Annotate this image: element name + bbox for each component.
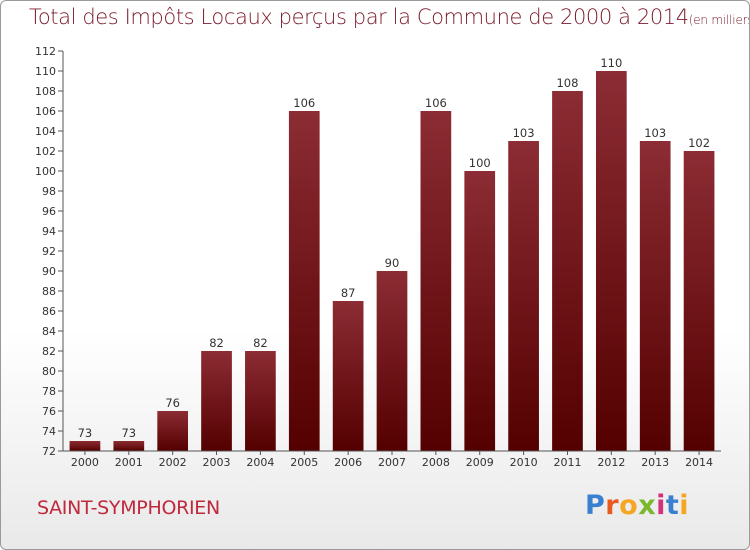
- y-tick-label: 104: [35, 125, 56, 138]
- data-label: 90: [385, 256, 400, 270]
- y-tick-label: 96: [42, 205, 56, 218]
- logo-letter: o: [619, 490, 639, 521]
- y-tick-label: 108: [35, 85, 56, 98]
- logo-letter: x: [638, 490, 657, 521]
- bar: [464, 171, 496, 451]
- y-tick-label: 74: [42, 425, 56, 438]
- proxiti-logo[interactable]: Proxiti: [585, 490, 689, 521]
- y-tick-label: 76: [42, 405, 56, 418]
- bar: [201, 351, 232, 451]
- chart-title-unit: (en milliers d'€): [688, 13, 750, 27]
- x-tick-label: 2013: [641, 456, 669, 469]
- data-label: 100: [469, 156, 491, 170]
- bar: [552, 91, 583, 451]
- bar: [595, 71, 627, 451]
- data-label: 73: [121, 426, 136, 440]
- y-tick-label: 112: [35, 45, 56, 58]
- x-tick-label: 2006: [334, 456, 362, 469]
- logo-letter: t: [665, 490, 680, 521]
- x-tick-label: 2008: [422, 456, 450, 469]
- commune-name: SAINT-SYMPHORIEN: [37, 497, 220, 519]
- data-label: 76: [165, 396, 180, 410]
- x-tick-label: 2002: [159, 456, 187, 469]
- bar: [508, 141, 539, 451]
- y-tick-label: 102: [35, 145, 56, 158]
- bar: [157, 411, 189, 451]
- bar: [420, 111, 452, 451]
- bar: [376, 271, 408, 451]
- x-tick-label: 2010: [510, 456, 538, 469]
- y-tick-label: 110: [35, 65, 56, 78]
- x-tick-label: 2012: [597, 456, 625, 469]
- bar: [639, 141, 671, 451]
- logo-letter: i: [679, 490, 690, 521]
- y-tick-label: 82: [42, 345, 56, 358]
- y-tick-label: 106: [35, 105, 56, 118]
- x-tick-label: 2000: [71, 456, 99, 469]
- data-label: 103: [644, 126, 666, 140]
- data-label: 73: [78, 426, 93, 440]
- logo-letter: P: [585, 490, 606, 521]
- logo-letter: r: [605, 490, 620, 521]
- y-tick-label: 84: [42, 325, 56, 338]
- x-tick-label: 2007: [378, 456, 406, 469]
- bar: [683, 151, 715, 451]
- bars-group: 73 73 76 82 82 106 87 90 106 100 103 108 110 103 102: [69, 56, 715, 451]
- bar: [69, 441, 101, 451]
- x-tick-label: 2011: [553, 456, 581, 469]
- data-label: 110: [600, 56, 622, 70]
- y-tick-label: 88: [42, 285, 56, 298]
- data-label: 103: [513, 126, 535, 140]
- x-axis: 2000 2001 2002 2003 2004 2005 2006 2007 2008 2009…: [63, 450, 721, 469]
- data-label: 106: [293, 96, 315, 110]
- y-tick-label: 100: [35, 165, 56, 178]
- chart-title: Total des Impôts Locaux perçus par la Co…: [29, 5, 750, 29]
- bar: [288, 111, 320, 451]
- y-tick-label: 78: [42, 385, 56, 398]
- bar: [245, 351, 276, 451]
- y-tick-label: 98: [42, 185, 56, 198]
- data-label: 108: [556, 76, 578, 90]
- x-tick-label: 2003: [203, 456, 231, 469]
- data-label: 106: [425, 96, 447, 110]
- y-tick-label: 86: [42, 305, 56, 318]
- bar: [332, 301, 364, 451]
- data-label: 82: [209, 336, 224, 350]
- x-tick-label: 2014: [685, 456, 713, 469]
- y-tick-label: 80: [42, 365, 56, 378]
- x-tick-label: 2005: [290, 456, 318, 469]
- logo-letter: i: [656, 490, 666, 521]
- x-tick-label: 2004: [246, 456, 274, 469]
- y-tick-label: 92: [42, 245, 56, 258]
- data-label: 102: [688, 136, 710, 150]
- bar: [113, 441, 145, 451]
- y-tick-label: 94: [42, 225, 56, 238]
- chart-title-text: Total des Impôts Locaux perçus par la Co…: [29, 5, 689, 29]
- x-tick-label: 2001: [115, 456, 143, 469]
- y-tick-label: 90: [42, 265, 56, 278]
- data-label: 82: [253, 336, 268, 350]
- y-tick-label: 72: [42, 445, 56, 458]
- data-label: 87: [341, 286, 356, 300]
- x-tick-label: 2009: [466, 456, 494, 469]
- y-axis: 72 74 76 78 80 82 84 86 88 90 92 94 96 98 100 102 104 106…: [35, 45, 64, 458]
